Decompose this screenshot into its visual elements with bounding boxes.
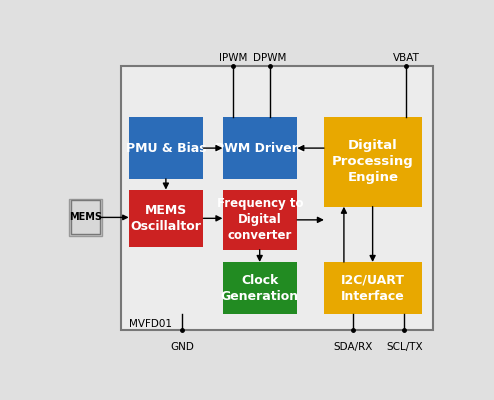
Bar (71, 200, 100, 234)
Text: MEMS
Oscillaltor: MEMS Oscillaltor (130, 204, 202, 233)
Text: Clock
Generation: Clock Generation (221, 274, 299, 303)
Text: DPWM: DPWM (253, 53, 287, 63)
Text: MVFD01: MVFD01 (129, 319, 172, 329)
Text: MEMS: MEMS (69, 212, 102, 222)
Bar (324, 117, 421, 207)
Text: PMU & Bias: PMU & Bias (126, 142, 206, 155)
Text: GND: GND (170, 342, 194, 352)
Text: Digital
Processing
Engine: Digital Processing Engine (332, 140, 413, 184)
Bar (129, 117, 204, 179)
Text: IPWM: IPWM (219, 53, 247, 63)
Text: I2C/UART
Interface: I2C/UART Interface (341, 274, 405, 303)
Bar (222, 190, 297, 250)
Bar (121, 66, 433, 330)
Text: PWM Drivers: PWM Drivers (215, 142, 305, 155)
Text: SCL/TX: SCL/TX (386, 342, 423, 352)
Text: Frequency to
Digital
converter: Frequency to Digital converter (217, 197, 303, 242)
Text: SDA/RX: SDA/RX (333, 342, 372, 352)
Bar (324, 262, 421, 314)
Bar (222, 117, 297, 179)
Text: VBAT: VBAT (393, 53, 420, 63)
Bar (69, 199, 102, 236)
Bar (222, 262, 297, 314)
Bar (129, 190, 204, 247)
